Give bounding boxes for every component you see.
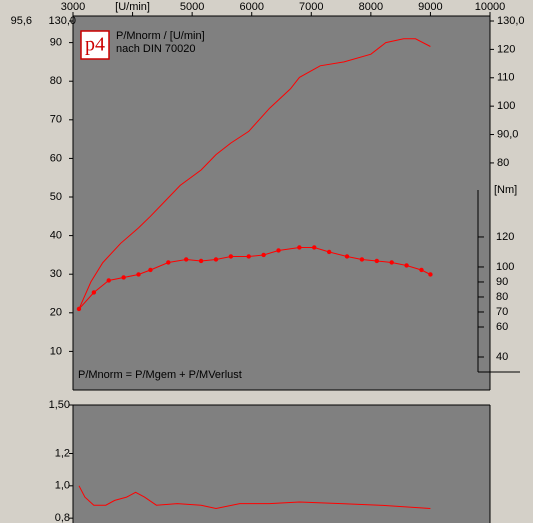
ratio-plot-area	[73, 405, 490, 523]
x-tick-label: 3000	[61, 1, 85, 13]
y2-tick-label-left: 130,0	[48, 15, 76, 27]
x-tick-label: 6000	[239, 1, 263, 13]
data-point	[106, 278, 111, 283]
chart-subtitle: nach DIN 70020	[116, 43, 196, 55]
data-point	[166, 260, 171, 265]
main-plot-area	[73, 16, 490, 390]
data-point	[261, 252, 266, 258]
y-tick-label: 95,6	[11, 15, 32, 27]
x-tick-label: 5000	[180, 1, 204, 13]
annotation: P/Mnorm = P/Mgem + P/MVerlust	[78, 369, 242, 381]
data-point	[276, 248, 281, 253]
x-tick-label: 9000	[418, 1, 442, 13]
ratio-y-tick-label: 1,50	[49, 399, 70, 411]
ratio-y-tick-label: 0,8	[55, 512, 70, 523]
y2-tick-label: 110	[497, 72, 515, 84]
y-tick-label: 80	[50, 75, 62, 87]
y-tick-label: 30	[50, 268, 62, 280]
x-tick-label: 10000	[475, 1, 506, 13]
data-point	[312, 245, 317, 250]
x-tick-label: 7000	[299, 1, 323, 13]
data-point	[326, 249, 332, 255]
data-line	[78, 485, 431, 510]
y3-tick-label: 60	[496, 321, 508, 333]
data-point	[148, 267, 153, 273]
torque-axis-label: [Nm]	[494, 184, 517, 196]
y2-tick-label: 90,0	[497, 128, 518, 140]
y-tick-label: 20	[50, 307, 62, 319]
data-point	[404, 263, 409, 268]
y2-tick-label: 100	[497, 100, 515, 112]
y2-tick-label: 120	[497, 43, 515, 55]
data-point	[121, 275, 126, 280]
data-point	[183, 257, 189, 262]
data-point	[198, 258, 204, 264]
data-point	[374, 258, 380, 264]
x-tick-label: [U/min]	[115, 1, 150, 13]
data-point	[344, 254, 350, 259]
data-line	[78, 247, 431, 310]
y-tick-label: 70	[50, 114, 62, 126]
data-point	[359, 257, 365, 262]
y3-tick-label: 100	[496, 261, 514, 273]
y-tick-label: 60	[50, 152, 62, 164]
data-point	[136, 272, 141, 277]
data-point	[213, 257, 219, 262]
data-point	[246, 254, 251, 259]
y-tick-label: 40	[50, 230, 62, 242]
data-point	[76, 306, 82, 312]
ratio-y-tick-label: 1,2	[55, 447, 70, 459]
y-tick-label: 10	[50, 345, 62, 357]
chart-title: P/Mnorm / [U/min]	[116, 30, 205, 42]
y3-tick-label: 70	[496, 306, 508, 318]
y3-tick-label: 80	[496, 291, 508, 303]
data-point	[419, 267, 424, 273]
y2-tick-label: 80	[497, 157, 509, 169]
logo: p4	[85, 34, 105, 56]
data-point	[297, 245, 302, 250]
y3-tick-label: 90	[496, 276, 508, 288]
y2-tick-label: 130,0	[497, 15, 525, 27]
y3-tick-label: 40	[496, 351, 508, 363]
y-tick-label: 90	[50, 37, 62, 49]
ratio-y-tick-label: 1,0	[55, 480, 70, 492]
x-tick-label: 8000	[359, 1, 383, 13]
logo-box	[80, 30, 110, 60]
data-point	[428, 272, 433, 277]
y-tick-label: 50	[50, 191, 62, 203]
data-line	[78, 38, 431, 310]
data-point	[228, 254, 234, 259]
data-point	[389, 260, 394, 265]
data-point	[91, 290, 97, 295]
y3-tick-label: 120	[496, 231, 514, 243]
